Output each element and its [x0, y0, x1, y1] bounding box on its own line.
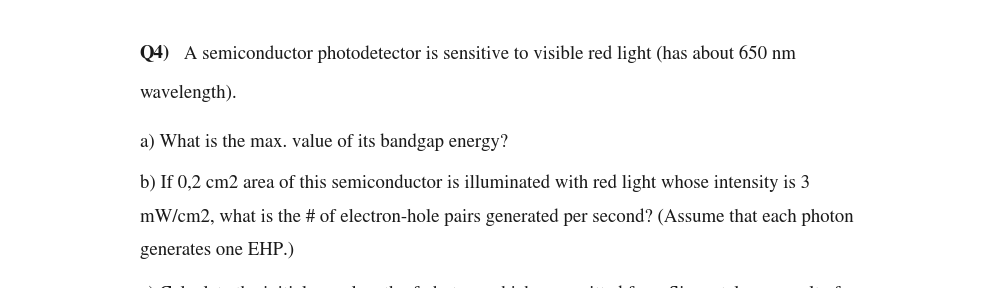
Text: mW/cm2, what is the # of electron-hole pairs generated per second? (Assume that : mW/cm2, what is the # of electron-hole p…	[140, 209, 853, 226]
Text: b) If 0,2 cm2 area of this semiconductor is illuminated with red light whose int: b) If 0,2 cm2 area of this semiconductor…	[140, 174, 810, 192]
Text: a) What is the max. value of its bandgap energy?: a) What is the max. value of its bandgap…	[140, 133, 508, 151]
Text: c) Calculate the initial wavelength of photons which are emitted from Si crystal: c) Calculate the initial wavelength of p…	[140, 285, 839, 288]
Text: generates one EHP.): generates one EHP.)	[140, 242, 294, 259]
Text: wavelength).: wavelength).	[140, 84, 237, 102]
Text: Q4): Q4)	[140, 45, 170, 62]
Text: A semiconductor photodetector is sensitive to visible red light (has about 650 n: A semiconductor photodetector is sensiti…	[179, 45, 796, 62]
